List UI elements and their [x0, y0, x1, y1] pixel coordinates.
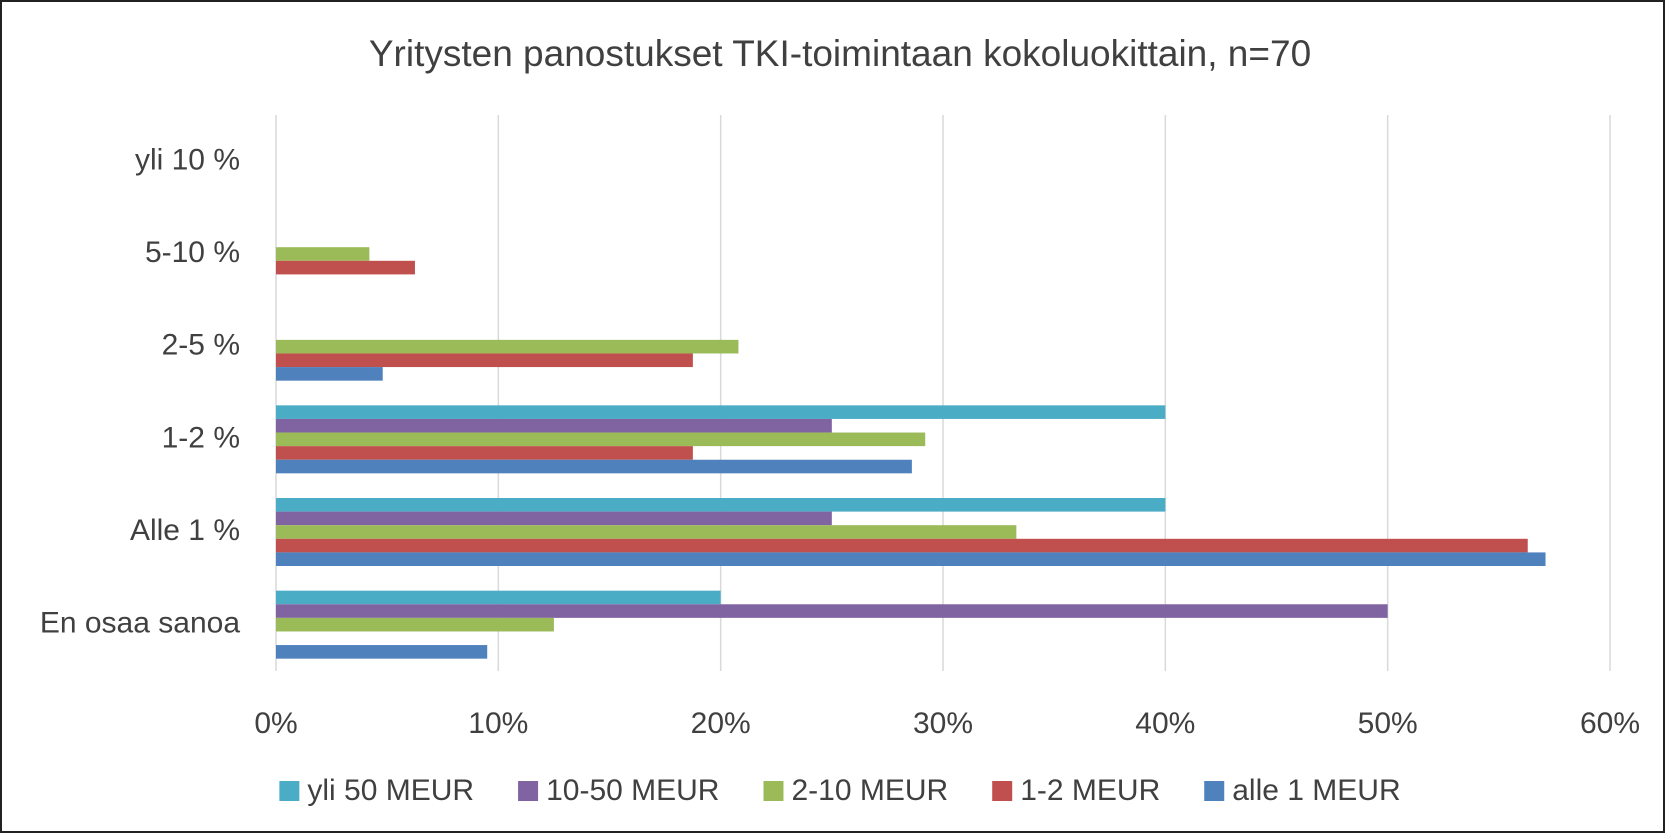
- legend-label: 1-2 MEUR: [1020, 774, 1160, 807]
- bar: [276, 645, 488, 659]
- bar: [276, 617, 554, 632]
- x-tick-label: 60%: [1580, 707, 1640, 740]
- bar: [276, 552, 1546, 566]
- y-tick-label: Alle 1 %: [130, 514, 240, 547]
- x-tick-label: 10%: [468, 707, 528, 740]
- y-tick-label: 1-2 %: [162, 421, 240, 454]
- bar: [276, 604, 1388, 618]
- bar: [276, 353, 693, 368]
- bar: [276, 446, 693, 460]
- legend-swatch: [763, 781, 784, 801]
- legend-swatch: [992, 781, 1013, 801]
- x-tick-label: 30%: [913, 707, 973, 740]
- bar: [276, 538, 1528, 553]
- x-tick-label: 40%: [1135, 707, 1195, 740]
- legend-label: 2-10 MEUR: [791, 774, 948, 807]
- bar: [276, 339, 739, 354]
- legend-swatch: [518, 781, 539, 801]
- legend-swatch: [1204, 781, 1225, 801]
- bar: [276, 498, 1166, 512]
- y-tick-label: 2-5 %: [162, 329, 240, 362]
- bar: [276, 511, 832, 526]
- legend-label: 10-50 MEUR: [546, 774, 719, 807]
- bar: [276, 367, 383, 381]
- y-tick-label: 5-10 %: [145, 236, 240, 269]
- legend-label: yli 50 MEUR: [307, 774, 474, 807]
- legend-label: alle 1 MEUR: [1232, 774, 1400, 807]
- x-tick-label: 20%: [691, 707, 751, 740]
- legend-swatch: [279, 781, 300, 801]
- bar: [276, 247, 370, 261]
- bar: [276, 525, 1017, 539]
- bar: [276, 418, 832, 433]
- bar: [276, 260, 415, 275]
- x-tick-label: 50%: [1358, 707, 1418, 740]
- x-tick-label: 0%: [254, 707, 297, 740]
- y-tick-label: yli 10 %: [135, 143, 240, 176]
- bar: [276, 405, 1166, 419]
- bar: [276, 459, 912, 474]
- y-tick-label: En osaa sanoa: [40, 607, 240, 640]
- bar: [276, 590, 721, 605]
- bar: [276, 432, 926, 447]
- chart-title: Yritysten panostukset TKI-toimintaan kok…: [369, 33, 1311, 74]
